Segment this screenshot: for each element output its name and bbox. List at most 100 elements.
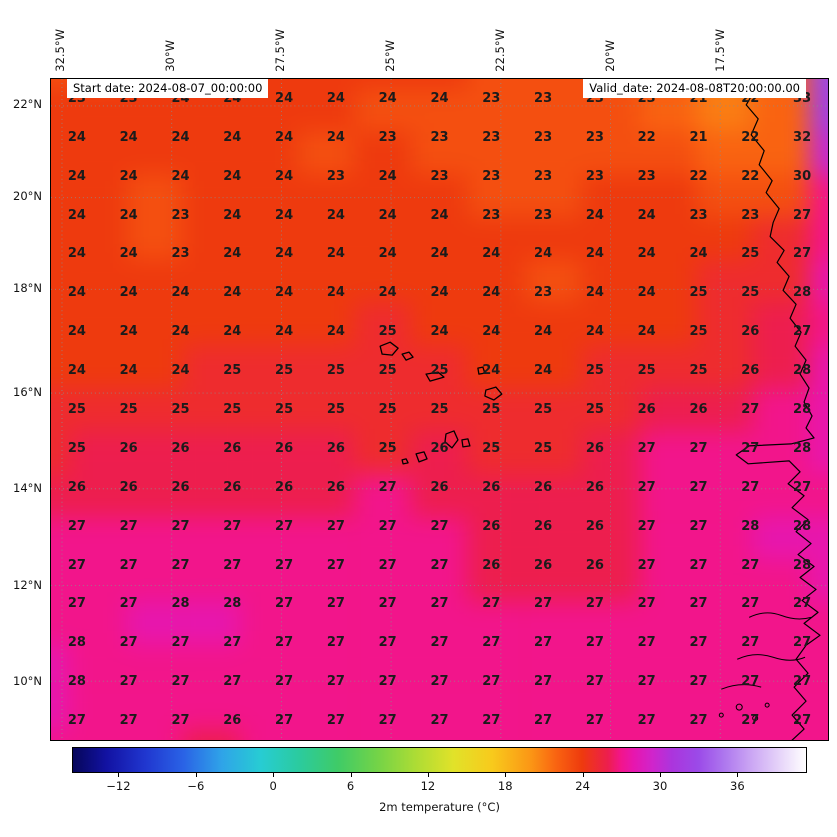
- temp-color-cell: [752, 388, 810, 431]
- temp-color-cell: [126, 430, 184, 474]
- temp-value-label: 24: [171, 363, 190, 379]
- temp-value-label: 23: [534, 90, 553, 106]
- temp-color-cell: [695, 388, 753, 431]
- temp-value-label: 24: [534, 324, 553, 340]
- temp-value-label: 22: [637, 129, 656, 145]
- temp-color-cell: [69, 131, 127, 175]
- temp-value-label: 27: [275, 557, 294, 573]
- temp-color-cell: [354, 131, 412, 175]
- temp-value-label: 24: [637, 285, 656, 301]
- temp-value-label: 24: [223, 168, 242, 184]
- temp-value-label: 27: [741, 596, 760, 612]
- temp-color-cell: [638, 601, 696, 645]
- temp-color-cell: [411, 345, 468, 389]
- temp-color-cell: [638, 131, 696, 175]
- temp-color-cell: [240, 601, 298, 645]
- temp-value-label: 24: [534, 246, 553, 262]
- temp-color-cell: [411, 217, 468, 260]
- temp-color-cell: [638, 644, 696, 688]
- map-overlay: [51, 79, 828, 740]
- temp-value-label: 27: [637, 518, 656, 534]
- temp-value-label: 24: [119, 207, 138, 223]
- map-area: 23 23 24 24 24 24 24 24 23 23 23 23 21 22 33 24 24 24 24 24…: [50, 78, 829, 741]
- temp-color-cell: [809, 516, 828, 560]
- temp-color-cell: [183, 174, 241, 218]
- temp-value-label: 27: [482, 635, 501, 651]
- temp-value-label: 24: [275, 129, 294, 145]
- lon-tick-label: 27.5°W: [273, 29, 287, 72]
- temp-color-cell: [524, 388, 582, 431]
- temp-value-label: 27: [689, 674, 708, 690]
- temp-value-label: 24: [430, 246, 449, 262]
- temp-value-label: 24: [223, 246, 242, 262]
- temp-color-cell: [524, 430, 582, 474]
- temp-color-cell: [51, 644, 70, 688]
- valid-date-annotation: Valid_date: 2024-08-08T20:00:00.00: [583, 79, 806, 98]
- colorbar-tick-mark: [660, 773, 661, 777]
- colorbar-tick-mark: [118, 773, 120, 777]
- temp-color-cell: [183, 687, 241, 731]
- lat-tick-label: 10°N: [13, 674, 42, 688]
- temp-value-label: 24: [585, 246, 604, 262]
- temp-value-label: 26: [585, 518, 604, 534]
- temp-color-cell: [467, 345, 525, 389]
- temp-color-cell: [809, 388, 828, 431]
- temp-value-label: 27: [430, 557, 449, 573]
- temp-value-label: 24: [534, 363, 553, 379]
- temp-color-cell: [69, 687, 127, 731]
- temp-value-label: 27: [275, 674, 294, 690]
- temp-color-cell: [51, 217, 70, 260]
- temp-color-cell: [581, 388, 639, 431]
- temp-value-label: 27: [326, 557, 345, 573]
- temp-color-cell: [638, 302, 696, 346]
- temp-color-cell: [69, 259, 127, 303]
- temp-value-label: 26: [585, 479, 604, 495]
- temp-color-cell: [240, 730, 298, 740]
- temp-color-cell: [467, 88, 525, 132]
- temp-value-label: 26: [741, 363, 760, 379]
- temp-value-label: 27: [585, 674, 604, 690]
- temp-color-cell: [638, 259, 696, 303]
- temp-value-label: 23: [534, 285, 553, 301]
- temp-color-cell: [69, 730, 127, 740]
- temp-value-label: 27: [637, 635, 656, 651]
- temp-color-cell: [695, 302, 753, 346]
- temp-color-cell: [809, 88, 828, 132]
- temp-value-label: 24: [430, 207, 449, 223]
- temp-value-label: 24: [275, 285, 294, 301]
- temp-color-cell: [297, 302, 355, 346]
- temp-value-label: 23: [534, 129, 553, 145]
- temp-value-label: 27: [637, 440, 656, 456]
- temp-color-cell: [183, 217, 241, 260]
- temp-color-cell: [524, 131, 582, 175]
- temp-value-label: 25: [430, 401, 449, 417]
- temp-color-cell: [809, 79, 828, 89]
- temp-value-label: 27: [119, 674, 138, 690]
- temp-color-cell: [126, 131, 184, 175]
- temp-color-cell: [467, 388, 525, 431]
- temp-color-cell: [240, 259, 298, 303]
- lon-tick-label: 20°W: [603, 40, 617, 72]
- temp-color-cell: [183, 644, 241, 688]
- temp-value-label: 24: [585, 285, 604, 301]
- temp-color-cell: [183, 259, 241, 303]
- temp-color-cell: [524, 79, 582, 89]
- temp-value-label: 28: [793, 518, 812, 534]
- temp-value-label: 25: [326, 363, 345, 379]
- lat-tick-label: 12°N: [13, 578, 42, 592]
- temp-color-cell: [752, 217, 810, 260]
- colorbar-tick-label: 12: [420, 779, 436, 793]
- lon-tick-label: 22.5°W: [493, 29, 507, 72]
- temp-value-label: 23: [534, 168, 553, 184]
- temp-color-cell: [297, 644, 355, 688]
- temp-value-label: 27: [741, 401, 760, 417]
- temp-value-label: 24: [67, 168, 86, 184]
- temp-color-cell: [126, 687, 184, 731]
- temp-value-label: 24: [585, 207, 604, 223]
- temp-color-cell: [354, 730, 412, 740]
- temp-value-label: 27: [689, 440, 708, 456]
- temp-value-label: 26: [482, 479, 501, 495]
- temp-color-cell: [467, 644, 525, 688]
- temp-value-label: 24: [378, 168, 397, 184]
- temp-color-cell: [126, 730, 184, 740]
